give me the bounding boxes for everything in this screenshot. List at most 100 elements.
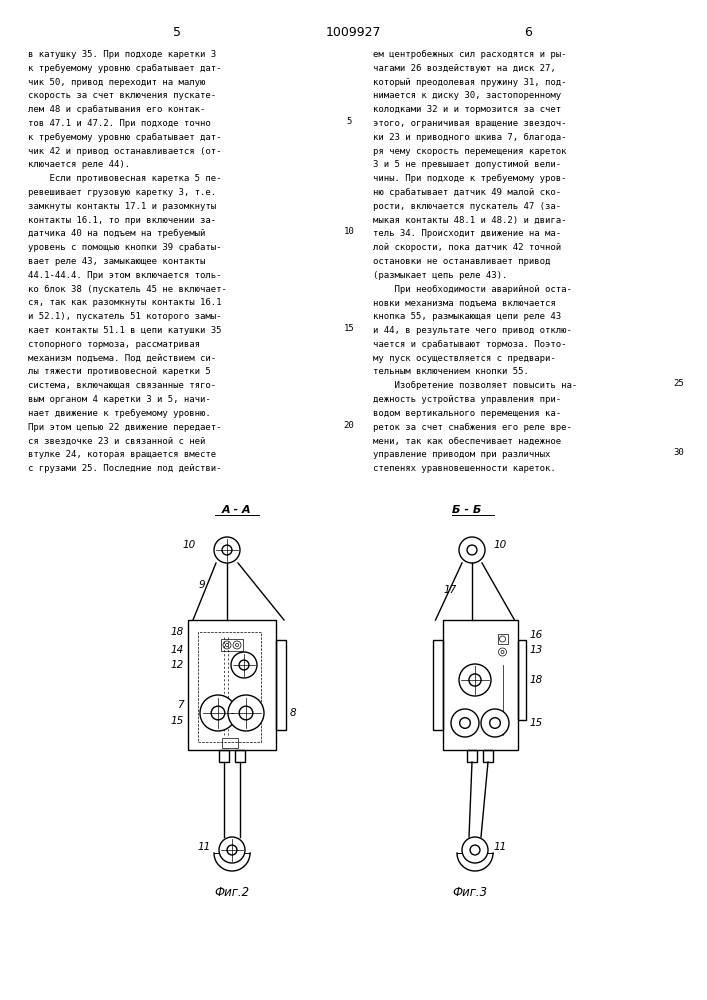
Text: ем центробежных сил расходятся и ры-: ем центробежных сил расходятся и ры- xyxy=(373,50,566,59)
Text: система, включающая связанные тяго-: система, включающая связанные тяго- xyxy=(28,381,216,390)
Bar xyxy=(276,640,286,730)
Circle shape xyxy=(200,695,236,731)
Circle shape xyxy=(467,545,477,555)
Text: мени, так как обеспечивает надежное: мени, так как обеспечивает надежное xyxy=(373,436,561,445)
Text: датчика 40 на подъем на требуемый: датчика 40 на подъем на требуемый xyxy=(28,229,205,238)
Text: 30: 30 xyxy=(674,448,684,457)
Bar xyxy=(198,632,261,742)
Bar xyxy=(443,620,518,750)
Circle shape xyxy=(451,709,479,737)
Text: водом вертикального перемещения ка-: водом вертикального перемещения ка- xyxy=(373,409,561,418)
Bar xyxy=(222,738,238,748)
Text: этого, ограничивая вращение звездоч-: этого, ограничивая вращение звездоч- xyxy=(373,119,566,128)
Text: А - А: А - А xyxy=(222,505,252,515)
Text: ся звездочке 23 и связанной с ней: ся звездочке 23 и связанной с ней xyxy=(28,436,205,445)
Text: лой скорости, пока датчик 42 точной: лой скорости, пока датчик 42 точной xyxy=(373,243,561,252)
Text: 1009927: 1009927 xyxy=(325,25,381,38)
Text: ря чему скорость перемещения кареток: ря чему скорость перемещения кареток xyxy=(373,147,566,156)
Text: 11: 11 xyxy=(493,842,506,852)
Text: тель 34. Происходит движение на ма-: тель 34. Происходит движение на ма- xyxy=(373,229,561,238)
Circle shape xyxy=(239,706,253,720)
Bar xyxy=(221,639,243,651)
Bar xyxy=(498,634,508,644)
Text: 10: 10 xyxy=(182,540,196,550)
Text: вает реле 43, замыкающее контакты: вает реле 43, замыкающее контакты xyxy=(28,257,205,266)
Text: новки механизма подъема включается: новки механизма подъема включается xyxy=(373,298,556,307)
Text: чины. При подходе к требуемому уров-: чины. При подходе к требуемому уров- xyxy=(373,174,566,183)
Text: (размыкает цепь реле 43).: (размыкает цепь реле 43). xyxy=(373,271,508,280)
Bar xyxy=(235,750,245,762)
Text: тов 47.1 и 47.2. При подходе точно: тов 47.1 и 47.2. При подходе точно xyxy=(28,119,211,128)
Text: стопорного тормоза, рассматривая: стопорного тормоза, рассматривая xyxy=(28,340,200,349)
Text: 5: 5 xyxy=(173,25,181,38)
Text: ко блок 38 (пускатель 45 не включает-: ко блок 38 (пускатель 45 не включает- xyxy=(28,285,227,294)
Text: ся, так как разомкнуты контакты 16.1: ся, так как разомкнуты контакты 16.1 xyxy=(28,298,221,307)
Text: вым органом 4 каретки 3 и 5, начи-: вым органом 4 каретки 3 и 5, начи- xyxy=(28,395,211,404)
Text: замкнуты контакты 17.1 и разомкнуты: замкнуты контакты 17.1 и разомкнуты xyxy=(28,202,216,211)
Text: лем 48 и срабатывания его контак-: лем 48 и срабатывания его контак- xyxy=(28,105,205,114)
Circle shape xyxy=(239,660,249,670)
Circle shape xyxy=(222,545,232,555)
Text: 9: 9 xyxy=(199,580,205,590)
Text: чик 42 и привод останавливается (от-: чик 42 и привод останавливается (от- xyxy=(28,147,221,156)
Text: 44.1-44.4. При этом включается толь-: 44.1-44.4. При этом включается толь- xyxy=(28,271,221,280)
Text: 20: 20 xyxy=(344,421,354,430)
Circle shape xyxy=(459,664,491,696)
Text: чается и срабатывают тормоза. Поэто-: чается и срабатывают тормоза. Поэто- xyxy=(373,340,566,349)
Circle shape xyxy=(490,718,501,728)
Text: 18: 18 xyxy=(171,627,184,637)
Text: и 44, в результате чего привод отклю-: и 44, в результате чего привод отклю- xyxy=(373,326,572,335)
Text: в катушку 35. При подходе каретки 3: в катушку 35. При подходе каретки 3 xyxy=(28,50,216,59)
Text: При необходимости аварийной оста-: При необходимости аварийной оста- xyxy=(373,285,572,294)
Circle shape xyxy=(462,837,488,863)
Bar xyxy=(483,750,493,762)
Text: чагами 26 воздействуют на диск 27,: чагами 26 воздействуют на диск 27, xyxy=(373,64,556,73)
Circle shape xyxy=(460,718,470,728)
Circle shape xyxy=(459,537,485,563)
Text: Изобретение позволяет повысить на-: Изобретение позволяет повысить на- xyxy=(373,381,577,390)
Circle shape xyxy=(501,650,504,654)
Text: который преодолевая пружину 31, под-: который преодолевая пружину 31, под- xyxy=(373,78,566,87)
Text: втулке 24, которая вращается вместе: втулке 24, которая вращается вместе xyxy=(28,450,216,459)
Text: 15: 15 xyxy=(344,324,354,333)
Text: 16: 16 xyxy=(530,630,543,640)
Text: чик 50, привод переходит на малую: чик 50, привод переходит на малую xyxy=(28,78,205,87)
Bar xyxy=(188,620,276,750)
Text: скорость за счет включения пускате-: скорость за счет включения пускате- xyxy=(28,91,216,100)
Circle shape xyxy=(211,706,225,720)
Text: мыкая контакты 48.1 и 48.2) и двига-: мыкая контакты 48.1 и 48.2) и двига- xyxy=(373,216,566,225)
Text: дежность устройства управления при-: дежность устройства управления при- xyxy=(373,395,561,404)
Text: 6: 6 xyxy=(524,25,532,38)
Text: 7: 7 xyxy=(177,700,184,710)
Text: тельным включением кнопки 55.: тельным включением кнопки 55. xyxy=(373,367,529,376)
Text: 15: 15 xyxy=(171,716,184,726)
Text: нает движение к требуемому уровню.: нает движение к требуемому уровню. xyxy=(28,409,211,418)
Text: уровень с помощью кнопки 39 срабаты-: уровень с помощью кнопки 39 срабаты- xyxy=(28,243,221,252)
Text: кает контакты 51.1 в цепи катушки 35: кает контакты 51.1 в цепи катушки 35 xyxy=(28,326,221,335)
Text: контакты 16.1, то при включении за-: контакты 16.1, то при включении за- xyxy=(28,216,216,225)
Circle shape xyxy=(228,695,264,731)
Text: 17: 17 xyxy=(444,585,457,595)
Text: механизм подъема. Под действием си-: механизм подъема. Под действием си- xyxy=(28,354,216,363)
Circle shape xyxy=(481,709,509,737)
Text: рости, включается пускатель 47 (за-: рости, включается пускатель 47 (за- xyxy=(373,202,561,211)
Text: к требуемому уровню срабатывает дат-: к требуемому уровню срабатывает дат- xyxy=(28,133,221,142)
Text: 10: 10 xyxy=(344,227,354,236)
Text: 5: 5 xyxy=(346,117,351,126)
Circle shape xyxy=(214,537,240,563)
Text: Фиг.3: Фиг.3 xyxy=(452,886,488,899)
Text: 14: 14 xyxy=(171,645,184,655)
Text: ню срабатывает датчик 49 малой ско-: ню срабатывает датчик 49 малой ско- xyxy=(373,188,561,197)
Text: ключается реле 44).: ключается реле 44). xyxy=(28,160,130,169)
Text: 8: 8 xyxy=(290,708,297,718)
Bar xyxy=(219,750,229,762)
Text: Если противовесная каретка 5 пе-: Если противовесная каретка 5 пе- xyxy=(28,174,221,183)
Text: 12: 12 xyxy=(171,660,184,670)
Text: колодками 32 и и тормозится за счет: колодками 32 и и тормозится за счет xyxy=(373,105,561,114)
Text: управление приводом при различных: управление приводом при различных xyxy=(373,450,550,459)
Circle shape xyxy=(227,845,237,855)
Text: и 52.1), пускатель 51 которого замы-: и 52.1), пускатель 51 которого замы- xyxy=(28,312,221,321)
Circle shape xyxy=(469,674,481,686)
Circle shape xyxy=(235,644,238,647)
Circle shape xyxy=(219,837,245,863)
